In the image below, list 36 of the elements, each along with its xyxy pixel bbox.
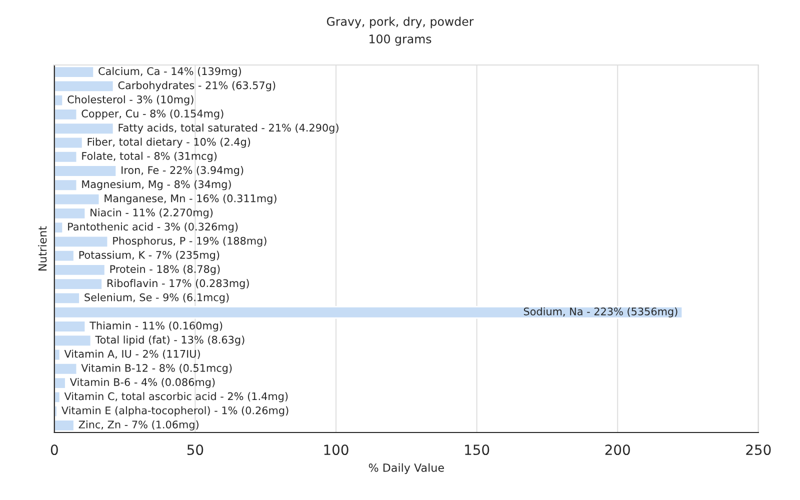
category-label: Manganese, Mn - 16% (0.311mg)	[104, 194, 276, 204]
category-label: Copper, Cu - 8% (0.154mg)	[82, 109, 224, 120]
category-label: Vitamin C, total ascorbic acid - 2% (1.4mg)	[64, 392, 288, 402]
category-label: Carbohydrates - 21% (63.57g)	[118, 81, 276, 92]
x-tick-label: 0	[50, 444, 58, 456]
category-label: Niacin - 11% (2.270mg)	[90, 208, 213, 218]
x-tick-label: 200	[605, 444, 630, 456]
category-label: Magnesium, Mg - 8% (34mg)	[82, 180, 231, 190]
category-label: Folate, total - 8% (31mcg)	[82, 152, 217, 162]
category-label: Thiamin - 11% (0.160mg)	[90, 321, 222, 332]
category-label: Cholesterol - 3% (10mg)	[68, 95, 194, 106]
x-tick-label: 50	[187, 444, 204, 456]
category-label: Potassium, K - 7% (235mg)	[79, 250, 220, 261]
category-label: Vitamin B-6 - 4% (0.086mg)	[70, 378, 215, 388]
category-label: Selenium, Se - 9% (6.1mcg)	[84, 293, 229, 304]
category-label: Vitamin B-12 - 8% (0.51mcg)	[81, 364, 232, 374]
x-tick-label: 250	[746, 444, 771, 456]
chart-title: Gravy, pork, dry, powder	[326, 16, 474, 28]
category-label: Zinc, Zn - 7% (1.06mg)	[78, 420, 198, 430]
category-label: Pantothenic acid - 3% (0.326mg)	[68, 222, 238, 233]
category-label: Vitamin E (alpha-tocopherol) - 1% (0.26mg)	[62, 406, 288, 416]
category-label: Iron, Fe - 22% (3.94mg)	[122, 166, 244, 176]
x-axis-title: % Daily Value	[368, 463, 444, 474]
x-tick-label: 150	[465, 444, 490, 456]
category-label: Phosphorus, P - 19% (188mg)	[113, 236, 266, 247]
category-label: Vitamin A, IU - 2% (117IU)	[64, 350, 200, 360]
category-label: Fiber, total dietary - 10% (2.4g)	[88, 138, 250, 148]
category-label: Fatty acids, total saturated - 21% (4.290g)	[118, 124, 338, 134]
x-tick-label: 100	[324, 444, 348, 456]
category-label: Protein - 18% (8.78g)	[110, 264, 220, 275]
category-label: Calcium, Ca - 14% (139mg)	[98, 67, 241, 78]
chart-subtitle: 100 grams	[370, 34, 432, 46]
category-label: Total lipid (fat) - 13% (8.63g)	[95, 336, 244, 346]
category-label: Riboflavin - 17% (0.283mg)	[108, 279, 249, 290]
category-label: Sodium, Na - 223% (5356mg)	[524, 307, 678, 318]
y-axis-title: Nutrient	[38, 226, 47, 270]
